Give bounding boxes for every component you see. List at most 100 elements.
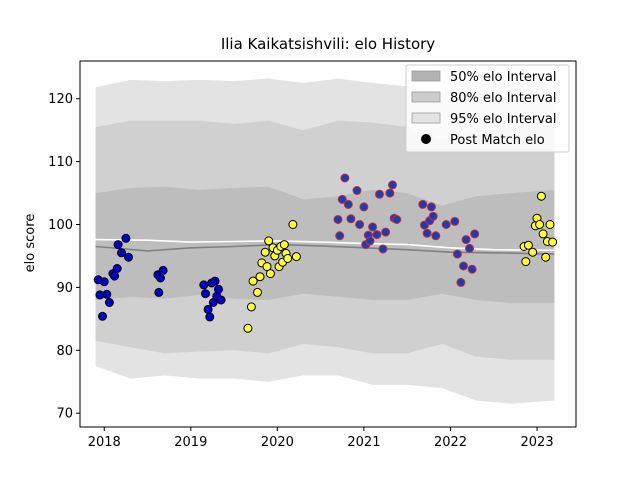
post-match-elo-point — [154, 287, 164, 297]
post-match-elo-point — [535, 220, 545, 229]
post-match-elo-point — [291, 252, 301, 262]
post-match-elo-point — [385, 188, 395, 198]
post-match-elo-point — [392, 215, 402, 224]
legend-box — [405, 64, 570, 153]
post-match-elo-point — [201, 289, 210, 299]
legend-marker — [421, 134, 431, 144]
x-tick-label: 2018 — [88, 435, 121, 450]
post-match-elo-point — [335, 231, 345, 241]
post-match-elo-point — [346, 214, 356, 224]
x-tick-label: 2021 — [347, 435, 380, 450]
post-match-elo-point — [264, 236, 274, 246]
y-tick-label: 100 — [48, 218, 73, 233]
post-match-elo-point — [431, 231, 441, 241]
post-match-elo-point — [545, 220, 555, 229]
post-match-elo-point — [538, 229, 548, 239]
plot-area: 2018 2019 2020 2021 2022 2023 70 80 90 100 110 120 — [48, 60, 577, 450]
post-match-elo-point — [359, 202, 369, 212]
mean-elo-line — [95, 243, 555, 255]
post-match-elo-point — [248, 276, 258, 286]
chart-title: Ilia Kaikatsishvili: elo History — [221, 35, 435, 53]
post-match-elo-point — [461, 235, 471, 245]
post-match-elo-point — [340, 173, 350, 183]
post-match-elo-point — [124, 252, 133, 262]
y-tick-label: 120 — [48, 92, 73, 107]
band-50-elo-interval — [95, 186, 555, 304]
post-match-elo-point — [528, 247, 538, 257]
legend-label: 50% elo Interval — [450, 70, 557, 85]
legend-swatch — [411, 112, 441, 124]
x-tick-label: 2023 — [521, 435, 554, 450]
post-match-elo-point — [388, 180, 397, 190]
legend-label: Post Match elo — [450, 133, 545, 148]
y-axis-title: elo score — [23, 214, 38, 273]
post-match-elo-point — [456, 277, 466, 287]
post-match-elo-point — [355, 220, 365, 229]
post-match-elo-point — [203, 304, 213, 314]
post-match-elo-point — [117, 248, 126, 258]
post-match-elo-point — [450, 216, 460, 226]
post-match-elo-point — [368, 222, 378, 232]
post-match-elo-point — [214, 284, 223, 294]
post-match-elo-point — [199, 280, 209, 290]
plot-inner — [93, 78, 558, 404]
post-match-elo-point — [426, 202, 436, 212]
y-tick-label: 90 — [56, 281, 73, 296]
post-match-elo-point — [337, 194, 347, 204]
y-tick-label: 110 — [48, 155, 73, 170]
post-match-elo-point — [283, 254, 293, 263]
post-match-elo-point — [418, 199, 428, 209]
post-match-elo-point — [365, 236, 375, 246]
legend: 50% elo Interval 80% elo Interval 95% elo … — [405, 64, 570, 153]
post-match-elo-point — [536, 191, 546, 201]
post-match-elo-point — [262, 262, 272, 272]
post-match-elo-point — [98, 311, 107, 321]
post-match-elo-point — [452, 249, 462, 259]
x-tick-label: 2022 — [434, 435, 467, 450]
post-match-elo-point — [216, 295, 226, 305]
median-elo-line — [95, 238, 555, 252]
post-match-elo-point — [210, 276, 220, 286]
post-match-elo-point — [243, 323, 253, 333]
post-match-elo-point — [99, 277, 109, 287]
post-match-elo-point — [279, 240, 289, 250]
x-tick-label: 2019 — [174, 435, 207, 450]
post-match-elo-point — [375, 189, 384, 199]
post-match-elo-point — [104, 298, 114, 307]
post-match-elo-point — [102, 289, 112, 299]
post-match-elo-point — [378, 244, 388, 254]
x-tick-label: 2020 — [261, 435, 294, 450]
post-match-elo-point — [441, 220, 451, 229]
post-match-elo-point — [112, 264, 122, 273]
legend-label: 95% elo Interval — [450, 112, 557, 127]
post-match-elo-point — [158, 265, 168, 275]
post-match-elo-point — [265, 269, 275, 279]
post-match-elo-point — [548, 237, 558, 247]
post-match-elo-point — [422, 228, 432, 238]
y-tick-label: 70 — [56, 407, 73, 422]
post-match-elo-point — [523, 240, 533, 250]
post-match-elo-point — [465, 243, 474, 253]
legend-swatch — [411, 70, 441, 82]
post-match-elo-point — [333, 215, 343, 224]
post-match-elo-point — [467, 264, 477, 274]
post-match-elo-point — [253, 287, 262, 297]
post-match-elo-point — [521, 257, 531, 267]
post-match-elo-point — [260, 247, 270, 257]
post-match-elo-point — [246, 302, 256, 312]
post-match-elo-point — [110, 271, 120, 281]
post-match-elo-point — [470, 229, 480, 239]
plot-frame — [79, 60, 577, 428]
post-match-elo-point — [541, 252, 551, 262]
legend-label: 80% elo Interval — [450, 91, 557, 106]
post-match-elo-point — [205, 312, 215, 322]
post-match-elo-point — [288, 220, 298, 229]
post-match-elo-point — [343, 199, 353, 209]
post-match-elo-point — [156, 273, 165, 283]
post-match-elo-point — [372, 230, 382, 240]
post-match-elo-point — [255, 272, 265, 282]
y-tick-label: 80 — [56, 344, 73, 359]
post-match-elo-point — [459, 261, 468, 271]
post-match-elo-point — [352, 186, 362, 195]
